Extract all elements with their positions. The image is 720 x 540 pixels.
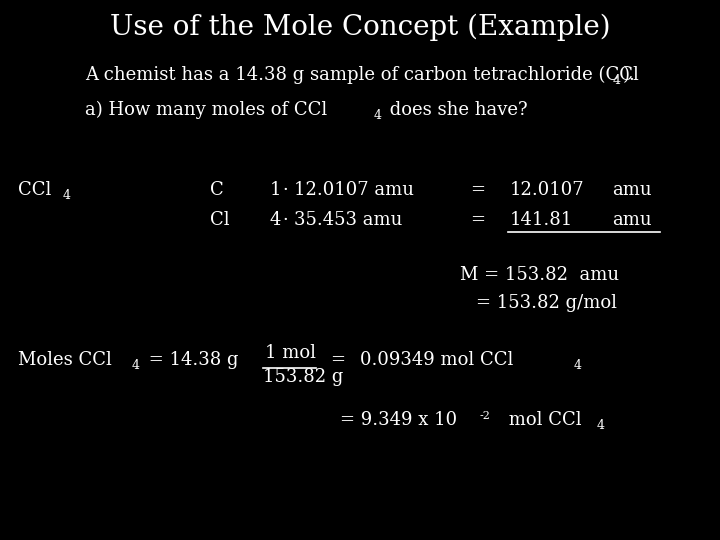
Text: mol CCl: mol CCl xyxy=(503,411,582,429)
Text: ·: · xyxy=(282,211,288,229)
Text: 4: 4 xyxy=(63,189,71,202)
Text: amu: amu xyxy=(612,181,652,199)
Text: Use of the Mole Concept (Example): Use of the Mole Concept (Example) xyxy=(109,14,611,41)
Text: CCl: CCl xyxy=(18,181,51,199)
Text: 4: 4 xyxy=(374,109,382,122)
Text: ·: · xyxy=(282,181,288,199)
Text: amu: amu xyxy=(612,211,652,229)
Text: 141.81: 141.81 xyxy=(510,211,573,229)
Text: 1: 1 xyxy=(270,181,282,199)
Text: Moles CCl: Moles CCl xyxy=(18,351,112,369)
Text: A chemist has a 14.38 g sample of carbon tetrachloride (CCl: A chemist has a 14.38 g sample of carbon… xyxy=(85,66,639,84)
Text: = 153.82 g/mol: = 153.82 g/mol xyxy=(476,294,617,312)
Text: ).: ). xyxy=(623,66,636,84)
Text: C: C xyxy=(210,181,224,199)
Text: 12.0107 amu: 12.0107 amu xyxy=(294,181,414,199)
Text: Cl: Cl xyxy=(210,211,230,229)
Text: 1 mol: 1 mol xyxy=(265,344,316,362)
Text: does she have?: does she have? xyxy=(384,101,528,119)
Text: = 14.38 g: = 14.38 g xyxy=(143,351,238,369)
Text: 4: 4 xyxy=(597,419,605,432)
Text: 4: 4 xyxy=(613,74,621,87)
Text: M = 153.82  amu: M = 153.82 amu xyxy=(460,266,619,284)
Text: = 9.349 x 10: = 9.349 x 10 xyxy=(340,411,457,429)
Text: 0.09349 mol CCl: 0.09349 mol CCl xyxy=(360,351,513,369)
Text: 153.82 g: 153.82 g xyxy=(263,368,343,386)
Text: a) How many moles of CCl: a) How many moles of CCl xyxy=(85,101,328,119)
Text: =: = xyxy=(470,211,485,229)
Text: 4: 4 xyxy=(574,359,582,372)
Text: 12.0107: 12.0107 xyxy=(510,181,585,199)
Text: =: = xyxy=(330,351,345,369)
Text: 35.453 amu: 35.453 amu xyxy=(294,211,402,229)
Text: =: = xyxy=(470,181,485,199)
Text: 4: 4 xyxy=(270,211,282,229)
Text: 4: 4 xyxy=(132,359,140,372)
Text: -2: -2 xyxy=(480,411,491,421)
